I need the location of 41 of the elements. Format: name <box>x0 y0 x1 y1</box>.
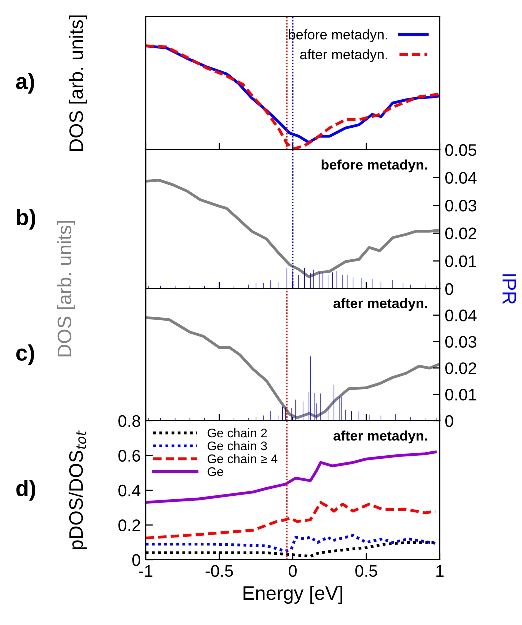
text: before metadyn. <box>322 160 428 173</box>
x-tick-label: -1 <box>139 565 153 577</box>
y-axis-title: DOS [arb. units] <box>57 221 76 357</box>
text: after metadyn. <box>334 298 428 312</box>
y2-tick-label: 0.04 <box>446 172 477 184</box>
x-axis-title: Energy [eV] <box>244 586 342 604</box>
line-series <box>146 450 437 504</box>
y2-tick-label: 0.03 <box>446 336 477 348</box>
x-tick-label: 0 <box>289 565 297 578</box>
y-axis-title: DOS [arb. units] <box>69 16 88 152</box>
y2-tick-label: 0 <box>446 415 454 428</box>
legend-label: Ge chain 2 <box>208 428 268 438</box>
legend-label: Ge <box>208 468 224 476</box>
y2-tick-label: 0.01 <box>446 389 476 401</box>
y2-tick-label: 0.05 <box>446 144 477 156</box>
legend-label: before metadyn. <box>289 30 388 42</box>
text: b) <box>17 209 36 230</box>
y2-tick-label: 0.02 <box>446 362 476 374</box>
y2-tick-label: 0 <box>446 283 454 296</box>
y-tick-label: 0.8 <box>118 415 140 428</box>
legend-label: after metadyn. <box>300 49 388 62</box>
legend-label: Ge chain 3 <box>208 441 268 451</box>
y2-tick-label: 0.04 <box>446 310 477 322</box>
text: d) <box>16 480 36 501</box>
y-tick-label: 0 <box>132 554 140 566</box>
annotation: after metadyn. <box>334 430 428 444</box>
line-series <box>146 534 437 553</box>
y2-tick-label: 0.02 <box>446 228 476 240</box>
x-tick-label: -0.5 <box>206 565 234 578</box>
text: a) <box>16 73 34 94</box>
legend-label: Ge chain ≥ 4 <box>208 454 278 464</box>
y2-axis-title: IPR <box>502 274 516 304</box>
text: c) <box>16 344 34 366</box>
y-tick-label: 0.2 <box>118 520 140 532</box>
y2-tick-label: 0.01 <box>446 256 476 268</box>
y2-tick-label: 0.03 <box>446 200 477 212</box>
x-tick-label: 0.5 <box>356 565 378 578</box>
y-tick-label: 0.4 <box>118 484 141 497</box>
y-axis-title: pDOS/DOS$_{tot}$ <box>68 430 88 550</box>
y-tick-label: 0.6 <box>118 450 140 462</box>
x-tick-label: 1 <box>436 565 444 577</box>
